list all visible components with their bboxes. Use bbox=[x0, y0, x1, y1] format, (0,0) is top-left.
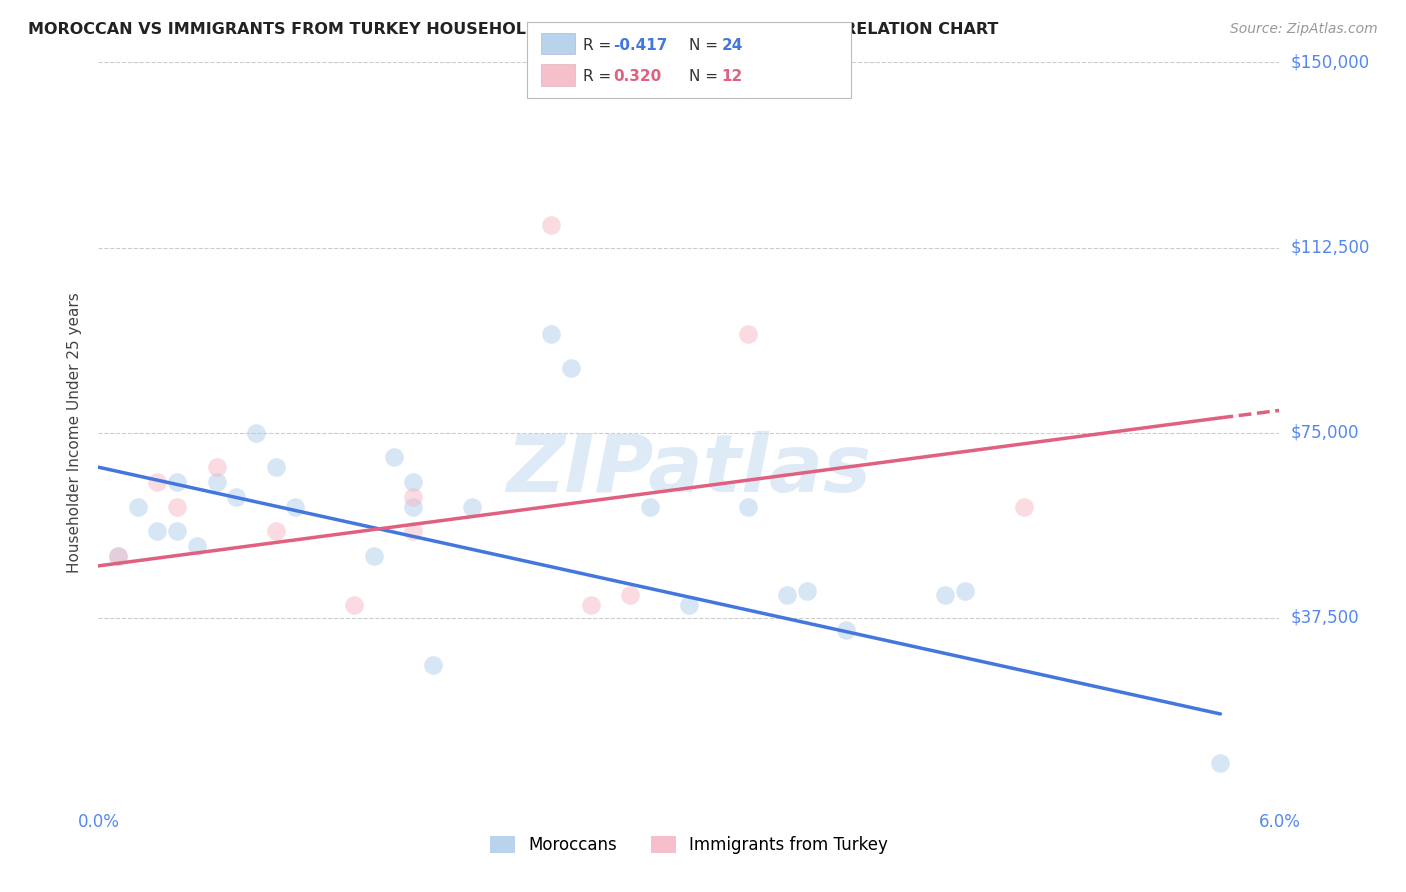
Text: 24: 24 bbox=[721, 38, 742, 53]
Point bbox=[166, 524, 188, 539]
Text: MOROCCAN VS IMMIGRANTS FROM TURKEY HOUSEHOLDER INCOME UNDER 25 YEARS CORRELATION: MOROCCAN VS IMMIGRANTS FROM TURKEY HOUSE… bbox=[28, 22, 998, 37]
Text: $112,500: $112,500 bbox=[1291, 238, 1369, 257]
Point bbox=[205, 460, 228, 475]
Point bbox=[146, 524, 169, 539]
Point bbox=[953, 583, 976, 598]
Text: 0.320: 0.320 bbox=[613, 70, 661, 84]
Point bbox=[540, 326, 562, 341]
Point bbox=[1012, 500, 1035, 514]
Point bbox=[186, 539, 208, 553]
Point bbox=[166, 500, 188, 514]
Text: $150,000: $150,000 bbox=[1291, 54, 1369, 71]
Point bbox=[402, 490, 425, 504]
Text: R =: R = bbox=[583, 38, 617, 53]
Point bbox=[363, 549, 385, 563]
Point bbox=[402, 475, 425, 489]
Point bbox=[540, 219, 562, 233]
Y-axis label: Householder Income Under 25 years: Householder Income Under 25 years bbox=[67, 293, 83, 573]
Point bbox=[146, 475, 169, 489]
Point bbox=[1209, 756, 1232, 771]
Point bbox=[107, 549, 129, 563]
Point bbox=[796, 583, 818, 598]
Point bbox=[619, 589, 641, 603]
Point bbox=[284, 500, 307, 514]
Point bbox=[382, 450, 405, 465]
Text: Source: ZipAtlas.com: Source: ZipAtlas.com bbox=[1230, 22, 1378, 37]
Point bbox=[225, 490, 247, 504]
Point bbox=[127, 500, 149, 514]
Point bbox=[835, 623, 858, 637]
Point bbox=[678, 599, 700, 613]
Text: $75,000: $75,000 bbox=[1291, 424, 1360, 442]
Point bbox=[264, 460, 287, 475]
Point bbox=[737, 500, 759, 514]
Point bbox=[560, 361, 582, 376]
Text: N =: N = bbox=[689, 70, 723, 84]
Point bbox=[402, 524, 425, 539]
Point bbox=[422, 657, 444, 672]
Point bbox=[638, 500, 661, 514]
Point bbox=[934, 589, 956, 603]
Legend: Moroccans, Immigrants from Turkey: Moroccans, Immigrants from Turkey bbox=[484, 830, 894, 861]
Point bbox=[264, 524, 287, 539]
Point bbox=[579, 599, 602, 613]
Text: -0.417: -0.417 bbox=[613, 38, 668, 53]
Point bbox=[343, 599, 366, 613]
Point bbox=[166, 475, 188, 489]
Text: N =: N = bbox=[689, 38, 723, 53]
Text: R =: R = bbox=[583, 70, 621, 84]
Point bbox=[245, 425, 267, 440]
Point bbox=[205, 475, 228, 489]
Text: $37,500: $37,500 bbox=[1291, 608, 1360, 627]
Point bbox=[461, 500, 484, 514]
Text: 12: 12 bbox=[721, 70, 742, 84]
Point bbox=[737, 326, 759, 341]
Point bbox=[776, 589, 799, 603]
Text: ZIPatlas: ZIPatlas bbox=[506, 431, 872, 508]
Point bbox=[402, 500, 425, 514]
Point bbox=[107, 549, 129, 563]
